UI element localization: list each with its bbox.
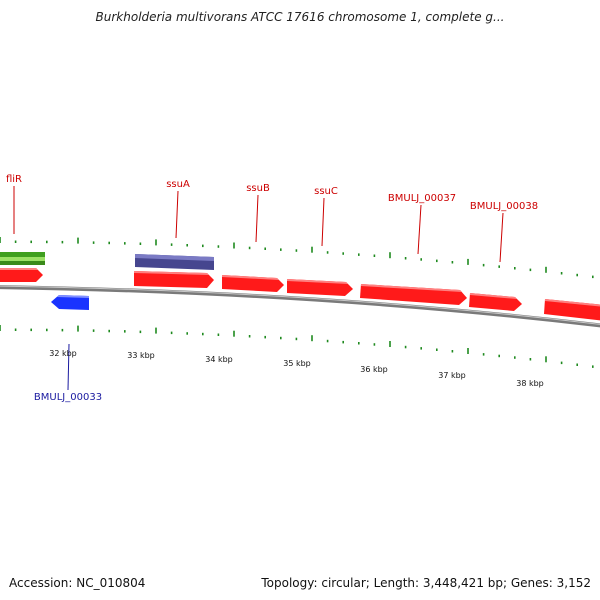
gene-BMULJ_00038-arrow[interactable] xyxy=(469,293,522,311)
ruler-label-36kbp: 36 kbp xyxy=(360,365,388,374)
inner-tick-ring xyxy=(0,325,594,368)
gene-BMULJ_00033-arrow[interactable] xyxy=(51,295,89,310)
gene-label-BMULJ_00033[interactable]: BMULJ_00033 xyxy=(34,392,102,403)
gene-ssuA-arrow[interactable] xyxy=(134,271,214,288)
feature-block-ssuA[interactable] xyxy=(135,254,214,270)
ruler-label-38kbp: 38 kbp xyxy=(516,379,544,388)
ruler-label-35kbp: 35 kbp xyxy=(283,359,311,368)
ruler-label-32kbp: 32 kbp xyxy=(49,349,77,358)
map-title: Burkholderia multivorans ATCC 17616 chro… xyxy=(95,10,505,24)
green-feature[interactable] xyxy=(0,252,45,265)
gene-ssuC-arrow[interactable] xyxy=(287,279,353,296)
gene-next-arrow[interactable] xyxy=(544,299,600,321)
label-leader-BMULJ_00033 xyxy=(67,343,70,391)
gene-BMULJ_00037-arrow[interactable] xyxy=(360,284,467,305)
gene-label-BMULJ_00038[interactable]: BMULJ_00038 xyxy=(470,201,538,212)
gene-label-BMULJ_00037[interactable]: BMULJ_00037 xyxy=(388,193,456,204)
accession-text: Accession: NC_010804 xyxy=(9,576,146,590)
gene-fliR-arrow[interactable] xyxy=(0,268,43,282)
outer-tick-ring xyxy=(0,237,594,279)
ruler-label-34kbp: 34 kbp xyxy=(205,355,233,364)
label-leaders xyxy=(13,186,504,263)
chromosome-backbone xyxy=(0,285,600,328)
chromosome-backbone-highlight xyxy=(0,285,600,325)
gene-label-ssuA[interactable]: ssuA xyxy=(166,179,190,190)
topology-stats-text: Topology: circular; Length: 3,448,421 bp… xyxy=(261,576,591,590)
gene-label-ssuC[interactable]: ssuC xyxy=(314,186,338,197)
gene-ssuB-arrow[interactable] xyxy=(222,275,284,292)
gene-label-ssuB[interactable]: ssuB xyxy=(246,183,270,194)
ruler-label-37kbp: 37 kbp xyxy=(438,371,466,380)
gene-label-fliR[interactable]: fliR xyxy=(6,174,22,185)
ruler-label-33kbp: 33 kbp xyxy=(127,351,155,360)
